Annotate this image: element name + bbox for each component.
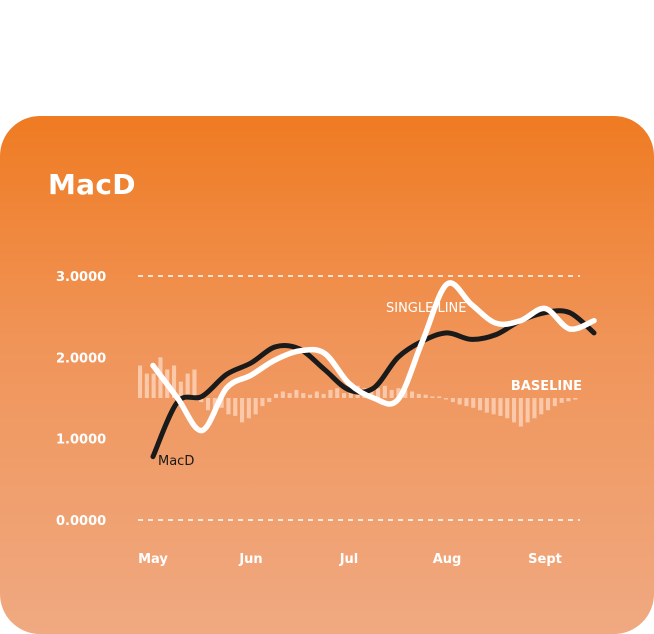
x-tick-label: Jul [339, 552, 359, 567]
grid-lines [138, 275, 580, 521]
histogram-bar [457, 398, 462, 405]
histogram-bar [335, 388, 340, 398]
histogram-bar [219, 398, 224, 408]
baseline-label: BASELINE [511, 379, 582, 394]
histogram-bar [478, 398, 483, 411]
histogram-bar [308, 394, 313, 398]
histogram-bar [518, 398, 523, 427]
series-lines [150, 280, 597, 460]
x-tick-label: May [138, 552, 168, 567]
macd-card: MacD 0.0000 1.0000 2.0000 3.0000 May Jun Jul A… [0, 116, 654, 634]
histogram-bar [546, 398, 551, 411]
histogram-bar [240, 398, 245, 423]
histogram-bar [178, 381, 183, 398]
histogram-bar [484, 398, 489, 413]
histogram-bar [192, 369, 197, 398]
histogram-bar [348, 389, 353, 398]
y-tick-label: 3.0000 [56, 270, 106, 285]
histogram-bar [410, 391, 415, 398]
histogram-bar [151, 373, 156, 398]
histogram-bar [253, 398, 258, 415]
histogram-bar [328, 389, 333, 398]
histogram-bar [573, 398, 578, 400]
histogram-bar [287, 393, 292, 398]
histogram-bar [396, 388, 401, 398]
histogram-bar [280, 391, 285, 398]
histogram-bar [471, 398, 476, 408]
y-axis-ticks: 0.0000 1.0000 2.0000 3.0000 [56, 270, 106, 529]
histogram-bar [491, 398, 496, 415]
histogram-bar [559, 398, 564, 403]
histogram-bar [274, 393, 279, 398]
histogram-bar [199, 398, 204, 403]
histogram-bar [206, 398, 211, 411]
histogram-bar [389, 389, 394, 398]
histogram-bar [498, 398, 503, 416]
histogram-bar [512, 398, 517, 423]
x-tick-label: Aug [433, 552, 462, 567]
x-tick-label: Jun [238, 552, 262, 567]
card-title: MacD [48, 168, 136, 201]
histogram-bar [172, 365, 177, 398]
histogram-bar [464, 398, 469, 407]
histogram-bar [450, 398, 455, 403]
y-tick-label: 2.0000 [56, 351, 106, 366]
histogram-bar [430, 396, 435, 398]
histogram-bar [342, 393, 347, 398]
signal-line [150, 280, 597, 434]
x-axis-ticks: May Jun Jul Aug Sept [138, 552, 562, 567]
histogram-bar [369, 389, 374, 398]
macd-chart: 0.0000 1.0000 2.0000 3.0000 May Jun Jul Aug Sep… [56, 270, 597, 567]
histogram-bar [403, 389, 408, 398]
histogram-bar [144, 373, 149, 398]
histogram-bar [246, 398, 251, 419]
annotations: SINGLE LINE MacD BASELINE [158, 301, 582, 469]
histogram-bar [423, 394, 428, 398]
histogram-bar [525, 398, 530, 423]
histogram-bar [301, 393, 306, 398]
histogram-bar [566, 398, 571, 402]
histogram-bar [267, 398, 272, 403]
x-tick-label: Sept [528, 552, 562, 567]
y-tick-label: 0.0000 [56, 514, 106, 529]
histogram-bar [552, 398, 557, 407]
macd-line-label: MacD [158, 454, 194, 469]
histogram-bar [185, 373, 190, 398]
histogram-bar [376, 388, 381, 398]
histogram-bar [321, 393, 326, 398]
histogram-bar [437, 396, 442, 398]
y-tick-label: 1.0000 [56, 433, 106, 448]
signal-line-label: SINGLE LINE [386, 301, 467, 316]
histogram-bar [233, 398, 238, 416]
histogram-bar [505, 398, 510, 419]
histogram-bar [444, 398, 449, 400]
histogram-bar [539, 398, 544, 415]
histogram-bar [260, 398, 265, 407]
histogram-bar [314, 391, 319, 398]
histogram-bar [532, 398, 537, 419]
histogram-bar [138, 365, 143, 398]
histogram-bar [294, 389, 299, 398]
histogram-bar [226, 398, 231, 415]
histogram-bar [382, 385, 387, 398]
histogram-bar [416, 393, 421, 398]
